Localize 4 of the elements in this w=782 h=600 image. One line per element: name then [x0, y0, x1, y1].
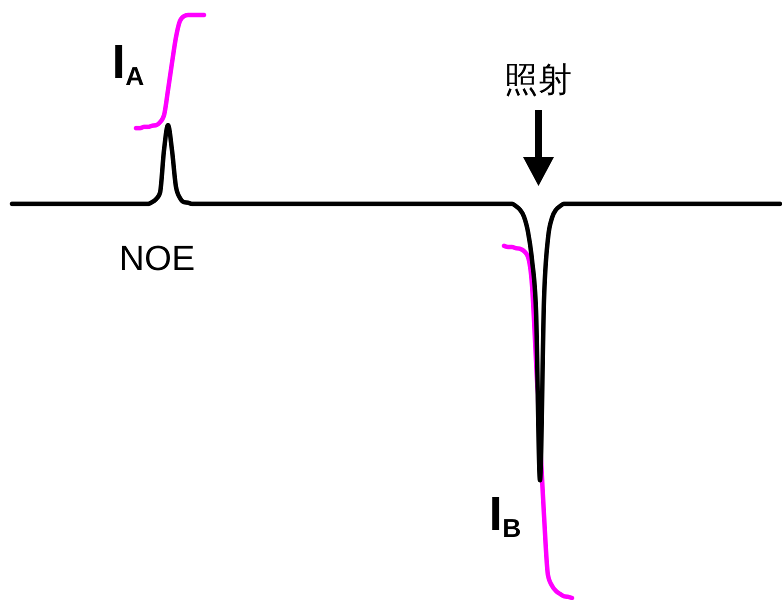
annotation: NOE — [119, 239, 195, 278]
annotation: I$_{B}$ — [489, 488, 522, 543]
annotation: 照射 — [504, 60, 572, 100]
annotation: I$_{A}$ — [112, 36, 144, 91]
